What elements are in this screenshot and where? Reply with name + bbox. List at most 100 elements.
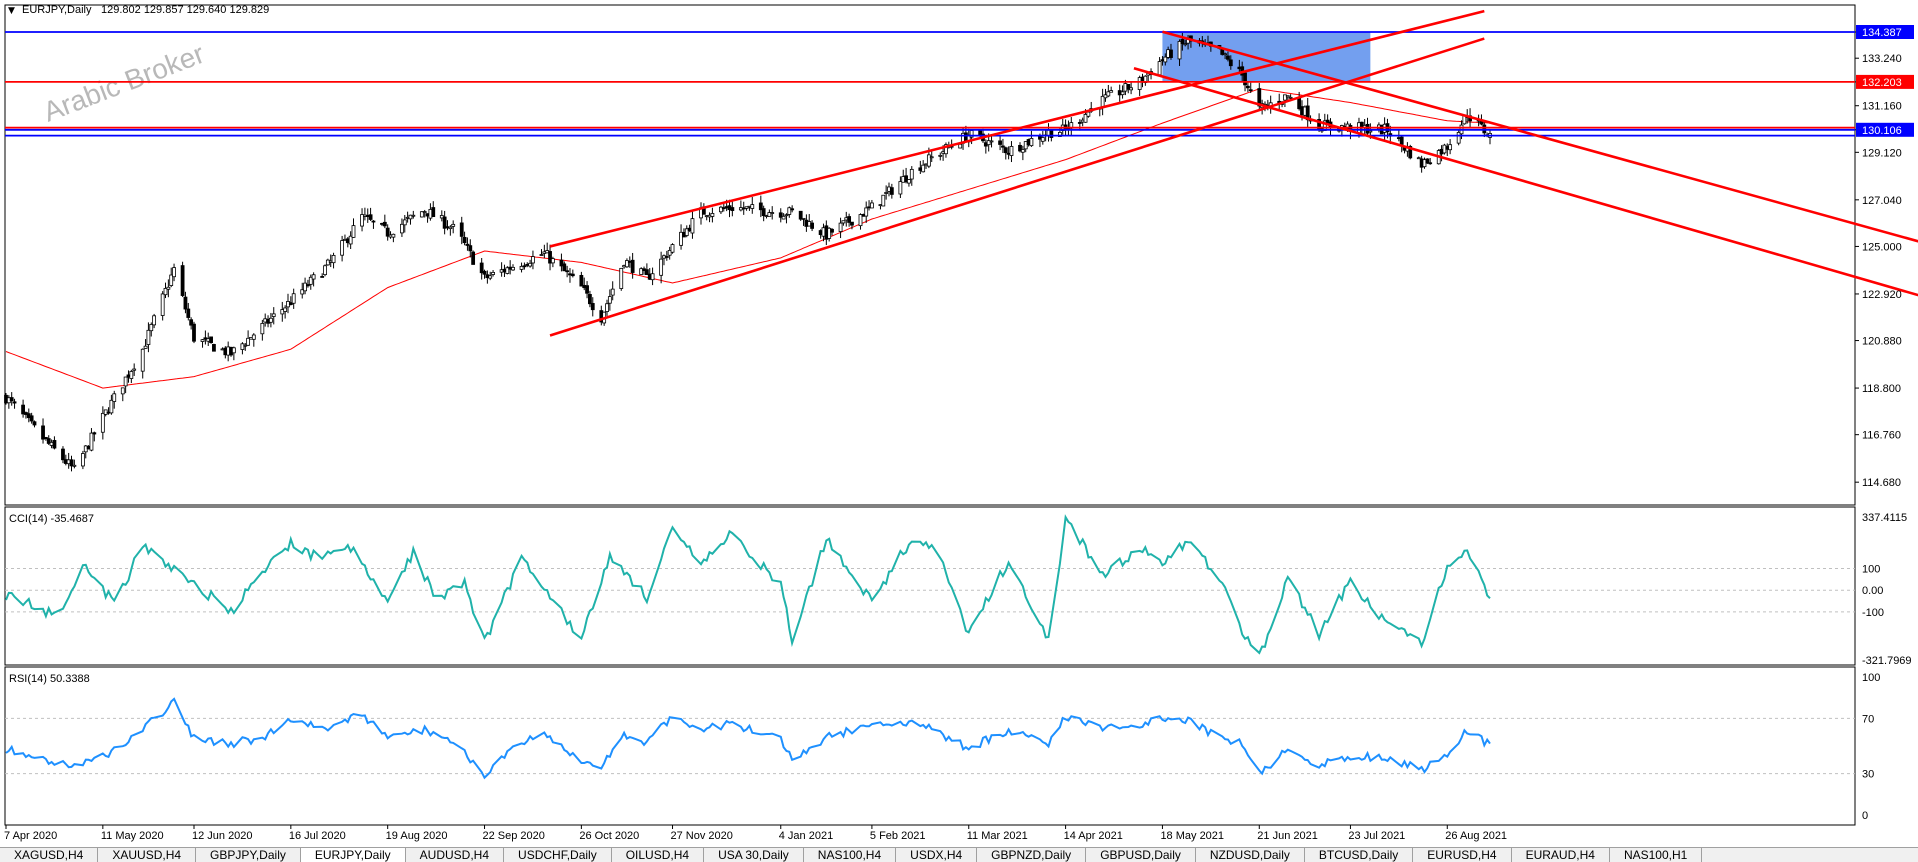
- candle: [1226, 51, 1230, 62]
- candle: [610, 281, 615, 301]
- chart-tab[interactable]: EURJPY,Daily: [300, 848, 406, 862]
- candle-body: [303, 282, 307, 292]
- chart-tab[interactable]: USA 30,Daily: [704, 848, 804, 862]
- candle: [100, 406, 105, 440]
- chart-tab[interactable]: XAGUSD,H4: [0, 848, 99, 862]
- candle-body: [1285, 95, 1290, 98]
- candle: [468, 239, 473, 258]
- candle: [459, 216, 464, 245]
- chart-tab[interactable]: BTCUSD,Daily: [1305, 848, 1414, 862]
- candle-body: [471, 251, 476, 265]
- candle: [1248, 82, 1253, 94]
- candle: [109, 394, 114, 415]
- candle: [1023, 141, 1028, 153]
- candle: [650, 267, 655, 286]
- candle: [870, 199, 874, 209]
- candle-body: [801, 217, 806, 220]
- chart-tab[interactable]: OILUSD,H4: [612, 848, 705, 862]
- candle-body: [9, 397, 14, 402]
- candle-body: [650, 273, 655, 281]
- candle-body: [559, 259, 564, 267]
- chart-tab[interactable]: GBPUSD,Daily: [1086, 848, 1196, 862]
- candle-body: [180, 265, 185, 296]
- candle: [351, 218, 356, 238]
- candle-body: [21, 404, 25, 415]
- candle-body: [522, 265, 527, 268]
- candle: [451, 220, 456, 234]
- candle-body: [283, 307, 288, 312]
- chart-tab[interactable]: GBPNZD,Daily: [977, 848, 1087, 862]
- candle-body: [838, 222, 843, 232]
- chart-tab[interactable]: USDCHF,Daily: [504, 848, 612, 862]
- candle-body: [1023, 141, 1028, 150]
- chart-tab[interactable]: XAUUSD,H4: [98, 848, 197, 862]
- time-tick-label: 23 Jul 2021: [1348, 830, 1405, 842]
- candle: [528, 259, 532, 268]
- chart-tab[interactable]: NAS100,H1: [1610, 848, 1703, 862]
- price-tick-label: 122.920: [1862, 289, 1902, 301]
- chart-tab[interactable]: EURAUD,H4: [1512, 848, 1610, 862]
- chart-tab[interactable]: NAS100,H4: [804, 848, 897, 862]
- chart-tab[interactable]: NZDUSD,Daily: [1196, 848, 1305, 862]
- candle-body: [730, 207, 735, 211]
- candle-body: [1223, 53, 1228, 56]
- candle-body: [465, 243, 470, 246]
- chart-tab[interactable]: USDX,H4: [896, 848, 978, 862]
- candle: [488, 271, 493, 281]
- candle: [368, 207, 373, 221]
- chart-ohlc-label: 129.802 129.857 129.640 129.829: [101, 4, 269, 16]
- candle-body: [29, 415, 34, 422]
- price-tag: [1856, 25, 1914, 40]
- candle-body: [260, 323, 265, 335]
- symbol-dropdown-icon[interactable]: ▼: [8, 6, 15, 16]
- candle: [29, 412, 34, 424]
- candle-body: [368, 214, 373, 220]
- candle: [659, 251, 664, 284]
- candle: [283, 305, 288, 319]
- candle: [52, 436, 57, 450]
- candle-body: [850, 221, 854, 226]
- candle-body: [41, 425, 45, 440]
- descending-lower: [1133, 67, 1918, 297]
- candle: [1428, 157, 1433, 165]
- candle-body: [146, 329, 151, 345]
- candle-body: [664, 256, 669, 258]
- candle: [448, 225, 453, 236]
- candle-body: [89, 432, 94, 451]
- time-tick-label: 18 May 2021: [1160, 830, 1224, 842]
- candle-body: [1086, 111, 1091, 117]
- candle: [240, 342, 245, 355]
- candle-body: [929, 156, 934, 159]
- candle: [411, 210, 416, 219]
- candle-body: [1169, 49, 1173, 58]
- candle-body: [798, 210, 803, 220]
- price-tick-label: 118.800: [1862, 383, 1901, 395]
- candle-body: [1003, 147, 1008, 154]
- candle: [462, 231, 467, 246]
- chart-tab[interactable]: EURUSD,H4: [1413, 848, 1512, 862]
- candle-body: [391, 233, 396, 238]
- price-tick-label: 114.680: [1862, 477, 1901, 489]
- candle-body: [183, 296, 188, 310]
- candle: [511, 264, 515, 271]
- candle: [830, 228, 834, 236]
- candle-body: [163, 288, 168, 296]
- candle-body: [858, 214, 863, 227]
- chart-tab[interactable]: AUDUSD,H4: [406, 848, 505, 862]
- chart-tab[interactable]: GBPJPY,Daily: [196, 848, 301, 862]
- candle-body: [482, 270, 487, 275]
- candle-body: [1283, 94, 1287, 101]
- candle: [152, 313, 157, 329]
- candle-body: [539, 254, 544, 256]
- candle-body: [72, 464, 77, 467]
- candle: [998, 135, 1002, 151]
- candle-body: [1365, 123, 1370, 134]
- candle-body: [419, 211, 424, 218]
- candle-body: [43, 437, 48, 440]
- candle-body: [659, 258, 664, 276]
- candle: [810, 220, 814, 232]
- candle-body: [864, 207, 869, 217]
- candle: [160, 291, 165, 321]
- moving-average-line: [5, 88, 1491, 389]
